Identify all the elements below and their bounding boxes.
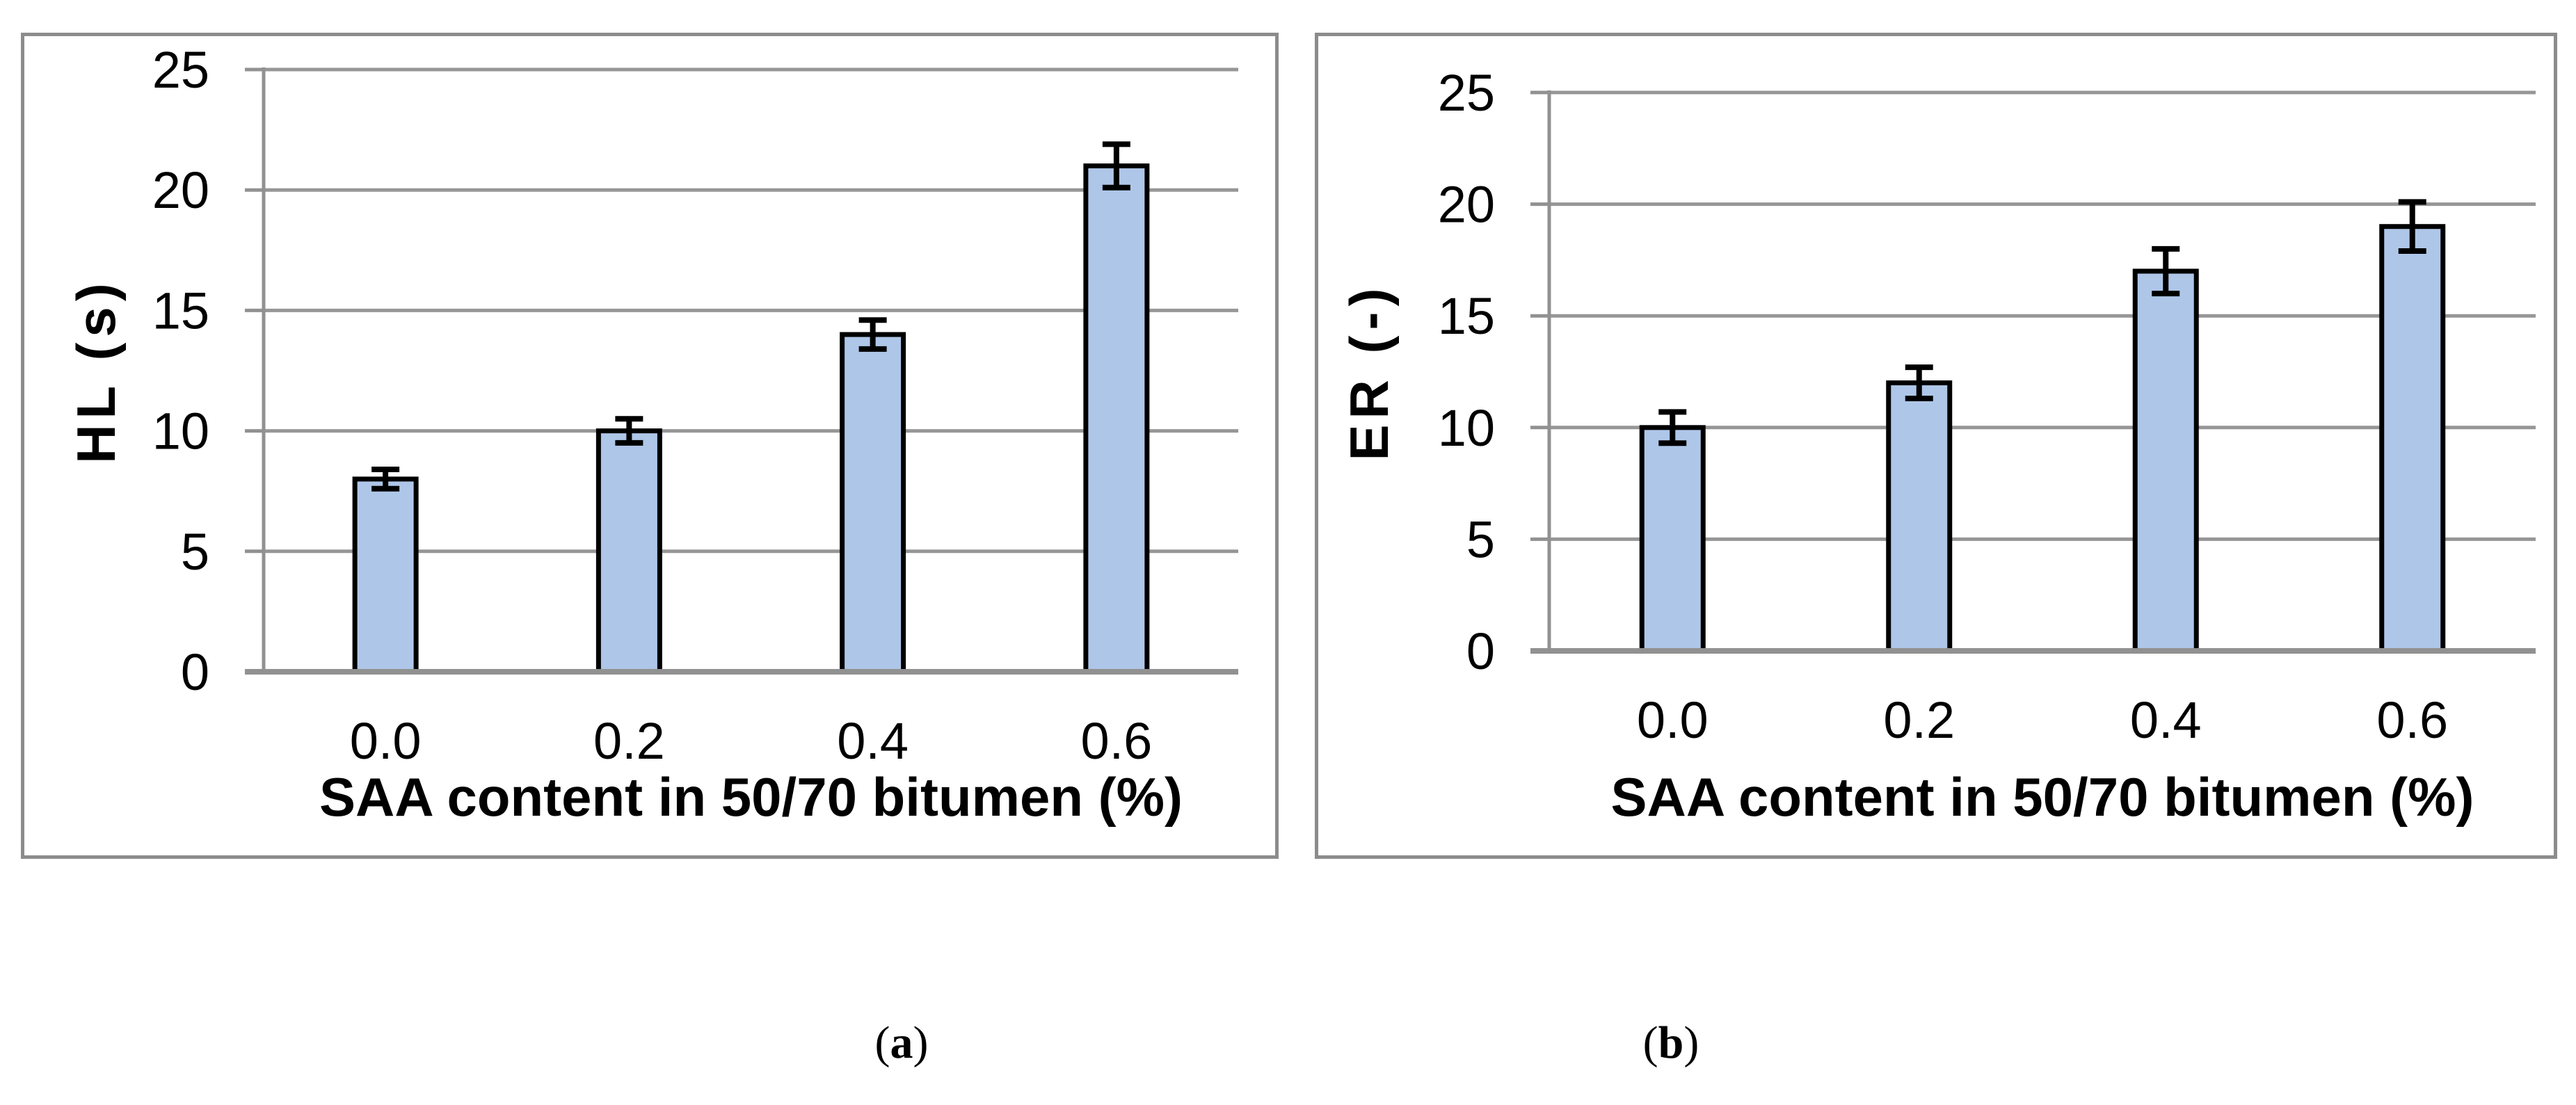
caption-a-open-paren: ( xyxy=(874,1017,890,1068)
y-axis-title: ER (-) xyxy=(1338,283,1400,461)
chart-panel-b: 0 5 10 15 20 25 0.0 0.2 0.4 0.6 SAA content in 50/… xyxy=(1315,33,2557,859)
bar-chart-b: 0 5 10 15 20 25 0.0 0.2 0.4 0.6 SAA content in 50/… xyxy=(1338,64,2536,828)
error-bar-0.4 xyxy=(2152,245,2180,297)
bar-0.4 xyxy=(2132,268,2199,654)
y-tick-label-5: 5 xyxy=(1466,510,1495,568)
caption-a-letter: a xyxy=(890,1017,913,1068)
caption-b-open-paren: ( xyxy=(1642,1017,1658,1068)
caption-b: (b) xyxy=(1643,1010,1699,1076)
caption-b-letter: b xyxy=(1658,1017,1684,1068)
caption-a-close-paren: ) xyxy=(913,1017,929,1068)
y-tick-label-20: 20 xyxy=(1438,176,1495,234)
error-bar-0.6 xyxy=(1102,141,1130,191)
x-tick-label-0.4: 0.4 xyxy=(837,712,909,770)
y-tick-label-15: 15 xyxy=(152,282,209,339)
x-tick-label-0.2: 0.2 xyxy=(593,712,665,770)
x-tick-label-0.0: 0.0 xyxy=(1637,691,1709,749)
x-tick-label-0.6: 0.6 xyxy=(1080,712,1152,770)
y-tick-label-0: 0 xyxy=(1466,622,1495,680)
bar-0.6 xyxy=(1083,163,1150,675)
bar-0.2 xyxy=(595,428,662,675)
y-tick-label-15: 15 xyxy=(1438,287,1495,345)
x-tick-label-0.0: 0.0 xyxy=(350,712,422,770)
y-axis-title: HL (s) xyxy=(65,277,127,464)
error-bar-0.0 xyxy=(1658,409,1687,446)
chart-panel-a: 0 5 10 15 20 25 0.0 0.2 0.4 0.6 SAA content in 50/… xyxy=(21,33,1279,859)
bar-0.2 xyxy=(1886,380,1953,654)
y-tick-label-10: 10 xyxy=(1438,399,1495,457)
y-tick-label-25: 25 xyxy=(152,41,209,99)
x-axis-title: SAA content in 50/70 bitumen (%) xyxy=(1611,766,2474,828)
x-axis-title: SAA content in 50/70 bitumen (%) xyxy=(319,766,1183,828)
x-tick-label-0.4: 0.4 xyxy=(2130,691,2202,749)
error-bar-0.4 xyxy=(858,317,887,352)
y-tick-label-5: 5 xyxy=(181,523,209,581)
y-tick-label-25: 25 xyxy=(1438,64,1495,122)
x-tick-label-0.2: 0.2 xyxy=(1883,691,1955,749)
x-tick-label-0.6: 0.6 xyxy=(2376,691,2448,749)
error-bar-0.0 xyxy=(371,467,400,492)
bar-0.0 xyxy=(352,476,419,675)
y-tick-label-0: 0 xyxy=(181,643,209,701)
error-bar-0.2 xyxy=(1905,364,1933,402)
caption-a: (a) xyxy=(875,1010,929,1076)
bar-0.0 xyxy=(1639,425,1706,654)
error-bar-0.6 xyxy=(2398,199,2426,255)
caption-b-close-paren: ) xyxy=(1683,1017,1699,1068)
y-tick-label-10: 10 xyxy=(152,403,209,460)
bar-0.6 xyxy=(2379,224,2446,654)
bar-0.4 xyxy=(840,332,906,675)
error-bar-0.2 xyxy=(615,416,643,446)
y-tick-label-20: 20 xyxy=(152,161,209,219)
